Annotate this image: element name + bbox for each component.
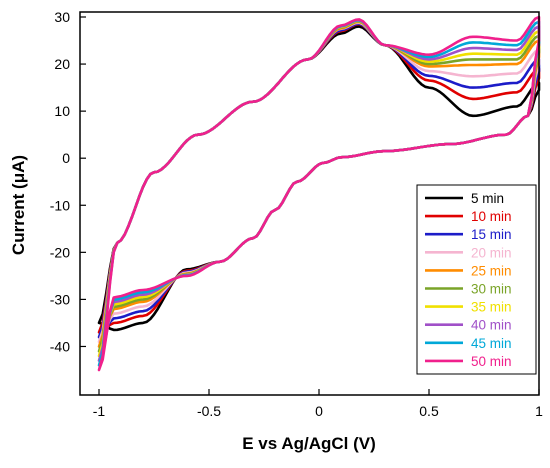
legend-label: 45 min [471, 336, 512, 351]
y-axis-ticks: 30 20 10 0 -10 -20 -30 -40 [50, 9, 86, 354]
x-axis-ticks: -1 -0.5 0 0.5 1 [93, 389, 543, 419]
x-tick-label: 0 [315, 403, 323, 419]
legend-label: 25 min [471, 263, 512, 278]
legend-label: 35 min [471, 300, 512, 315]
x-axis-title: E vs Ag/AgCl (V) [242, 434, 376, 453]
y-tick-label: -10 [50, 197, 70, 213]
y-tick-label: 30 [54, 9, 70, 25]
legend-label: 15 min [471, 227, 512, 242]
y-tick-label: 20 [54, 56, 70, 72]
legend-label: 30 min [471, 282, 512, 297]
legend-label: 5 min [471, 191, 504, 206]
y-tick-label: -20 [50, 244, 70, 260]
y-tick-label: -30 [50, 291, 70, 307]
y-tick-label: -40 [50, 338, 70, 354]
plot-frame [79, 11, 540, 396]
y-tick-label: 10 [54, 103, 70, 119]
legend-label: 40 min [471, 318, 512, 333]
x-tick-label: -0.5 [197, 403, 221, 419]
y-axis-title: Current (μA) [9, 155, 28, 255]
legend-label: 10 min [471, 209, 512, 224]
legend: 5 min 10 min 15 min 20 min 25 min 30 min 35 mi… [416, 184, 537, 375]
x-tick-label: -1 [93, 403, 106, 419]
x-tick-label: 1 [535, 403, 543, 419]
x-tick-label: 0.5 [419, 403, 439, 419]
legend-label: 20 min [471, 245, 512, 260]
y-tick-label: 0 [62, 150, 70, 166]
legend-label: 50 min [471, 354, 512, 369]
